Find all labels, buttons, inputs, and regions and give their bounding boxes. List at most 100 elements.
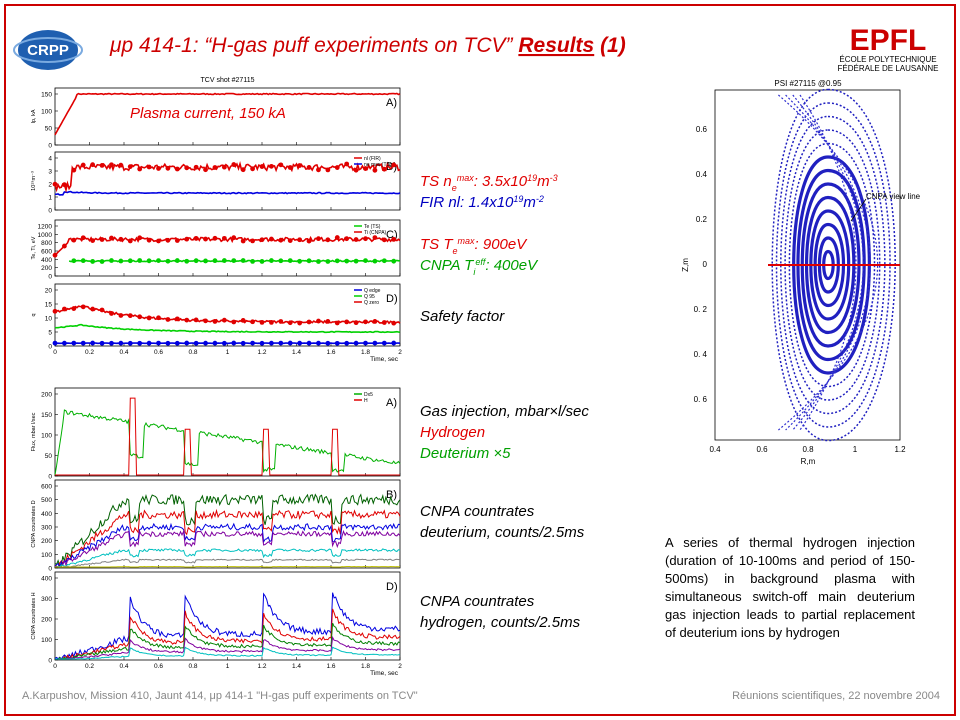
x-tick-label: 0 [53, 663, 57, 670]
flux-surface [796, 168, 866, 362]
y-tick-label: 0 [48, 143, 52, 150]
y-tick-label: 600 [41, 484, 52, 491]
y-tick-label: 200 [41, 265, 52, 272]
flux-surfaces [771, 88, 896, 442]
crpp-logo-ring [13, 37, 83, 63]
x-tick-label: 1.6 [326, 349, 335, 356]
panel-frame [54, 571, 401, 661]
legend-text: Q zero [364, 300, 379, 306]
psi-y-label: Z,m [681, 258, 690, 272]
x-tick-label: 1.2 [257, 663, 266, 670]
trace [55, 646, 401, 660]
annotation-part: Plasma current, 150 kA [130, 105, 286, 122]
psi-x-tick: 0.6 [756, 445, 768, 454]
trace [54, 161, 401, 193]
epfl-logo: EPFL [850, 24, 927, 57]
y-tick-label: 1200 [38, 224, 53, 231]
title-link: Results [518, 34, 594, 57]
trace [55, 622, 401, 660]
y-tick-label: 400 [41, 511, 52, 518]
psi-title: PSI #27115 @0.95 [774, 79, 842, 88]
panel-frame [54, 283, 401, 347]
open-field-line [799, 94, 857, 431]
flux-surface [780, 115, 886, 415]
annotation-part: e [453, 246, 458, 256]
annotation-part: Hydrogen [420, 424, 485, 441]
y-tick-label: 2 [48, 182, 52, 189]
y-tick-label: 0 [48, 566, 52, 573]
legend-text: H [364, 398, 368, 404]
annotation-part: deuterium, counts/2.5ms [420, 524, 585, 541]
psi-y-tick: 0. 4 [694, 350, 708, 359]
trace [54, 323, 401, 334]
y-tick-label: 150 [41, 412, 52, 419]
x-tick-label: 2 [398, 349, 402, 356]
y-tick-label: 100 [41, 552, 52, 559]
annotation-part: -3 [550, 173, 558, 183]
x-tick-label: 0.6 [154, 663, 163, 670]
title: μp 414-1: “H-gas puff experiments on TCV… [109, 34, 626, 57]
annotation: deuterium, counts/2.5ms [420, 524, 585, 541]
y-tick-label: 20 [45, 288, 53, 295]
annotation-part: Deuterium ×5 [420, 445, 511, 462]
trace [54, 529, 401, 568]
y-tick-label: 300 [41, 596, 52, 603]
x-tick-label: 0.2 [85, 349, 94, 356]
description: A series of thermal hydrogen injection (… [665, 535, 915, 640]
psi-y-tick: 0.4 [696, 170, 708, 179]
trace [54, 92, 401, 136]
crpp-text: CRPP [27, 42, 69, 59]
y-tick-label: 400 [41, 576, 52, 583]
x-tick-label: 1 [226, 349, 230, 356]
trace [54, 493, 401, 567]
annotation-part: CNPA T [420, 257, 475, 274]
annotation: CNPA countrates [420, 593, 535, 610]
legend-text: Dx5 [364, 392, 373, 398]
psi-y-tick: 0. 6 [694, 395, 708, 404]
annotation-part: m [537, 173, 550, 190]
annotation-part: e [452, 183, 457, 193]
x-tick-label: 1.2 [257, 349, 266, 356]
annotation: Deuterium ×5 [420, 445, 511, 462]
annotation-part: : 3.5x10 [474, 173, 528, 190]
y-tick-label: 100 [41, 109, 52, 116]
annotation-part: CNPA countrates [420, 503, 535, 520]
open-field-line [778, 94, 879, 431]
x-tick-label: 0.2 [85, 663, 94, 670]
flux-surface [784, 129, 881, 401]
y-tick-label: 150 [41, 92, 52, 99]
y-tick-label: 200 [41, 617, 52, 624]
x-tick-label: 0.4 [119, 349, 128, 356]
annotation-part: 19 [513, 194, 523, 204]
psi-y-tick: 0 [703, 260, 708, 269]
flux-surface [804, 195, 856, 335]
trace [55, 635, 401, 660]
panel-label: A) [386, 397, 397, 409]
y-tick-label: 15 [45, 302, 53, 309]
epfl-sub2: FÉDÉRALE DE LAUSANNE [838, 64, 939, 73]
y-tick-label: 0 [48, 474, 52, 481]
trace [68, 259, 401, 263]
annotation-part: CNPA countrates [420, 593, 535, 610]
flux-surface [822, 249, 835, 281]
trace [54, 305, 401, 325]
annotation: FIR nl: 1.4x1019m-2 [420, 194, 544, 211]
annotation-part: : 900eV [475, 236, 529, 253]
annotation: CNPA countrates [420, 503, 535, 520]
y-label: Te, Ti, eV [31, 236, 37, 259]
y-tick-label: 1 [48, 195, 52, 202]
flux-surface [817, 236, 840, 294]
panel-frame [54, 219, 401, 277]
y-tick-label: 0 [48, 658, 52, 665]
annotation: CNPA Tieff: 400eV [420, 257, 539, 277]
legend-text: ne max (TS) [364, 162, 392, 168]
psi-x-tick: 0.4 [709, 445, 721, 454]
psi-annotation: CNPA view line [866, 192, 921, 201]
annotation-part: Gas injection, mbar×l/sec [420, 403, 589, 420]
y-label: Flux, mbar l/sec [31, 412, 37, 451]
legend-text: Ti (CNPA) [364, 230, 387, 236]
trace [55, 508, 401, 568]
x-tick-label: 1.8 [361, 663, 370, 670]
